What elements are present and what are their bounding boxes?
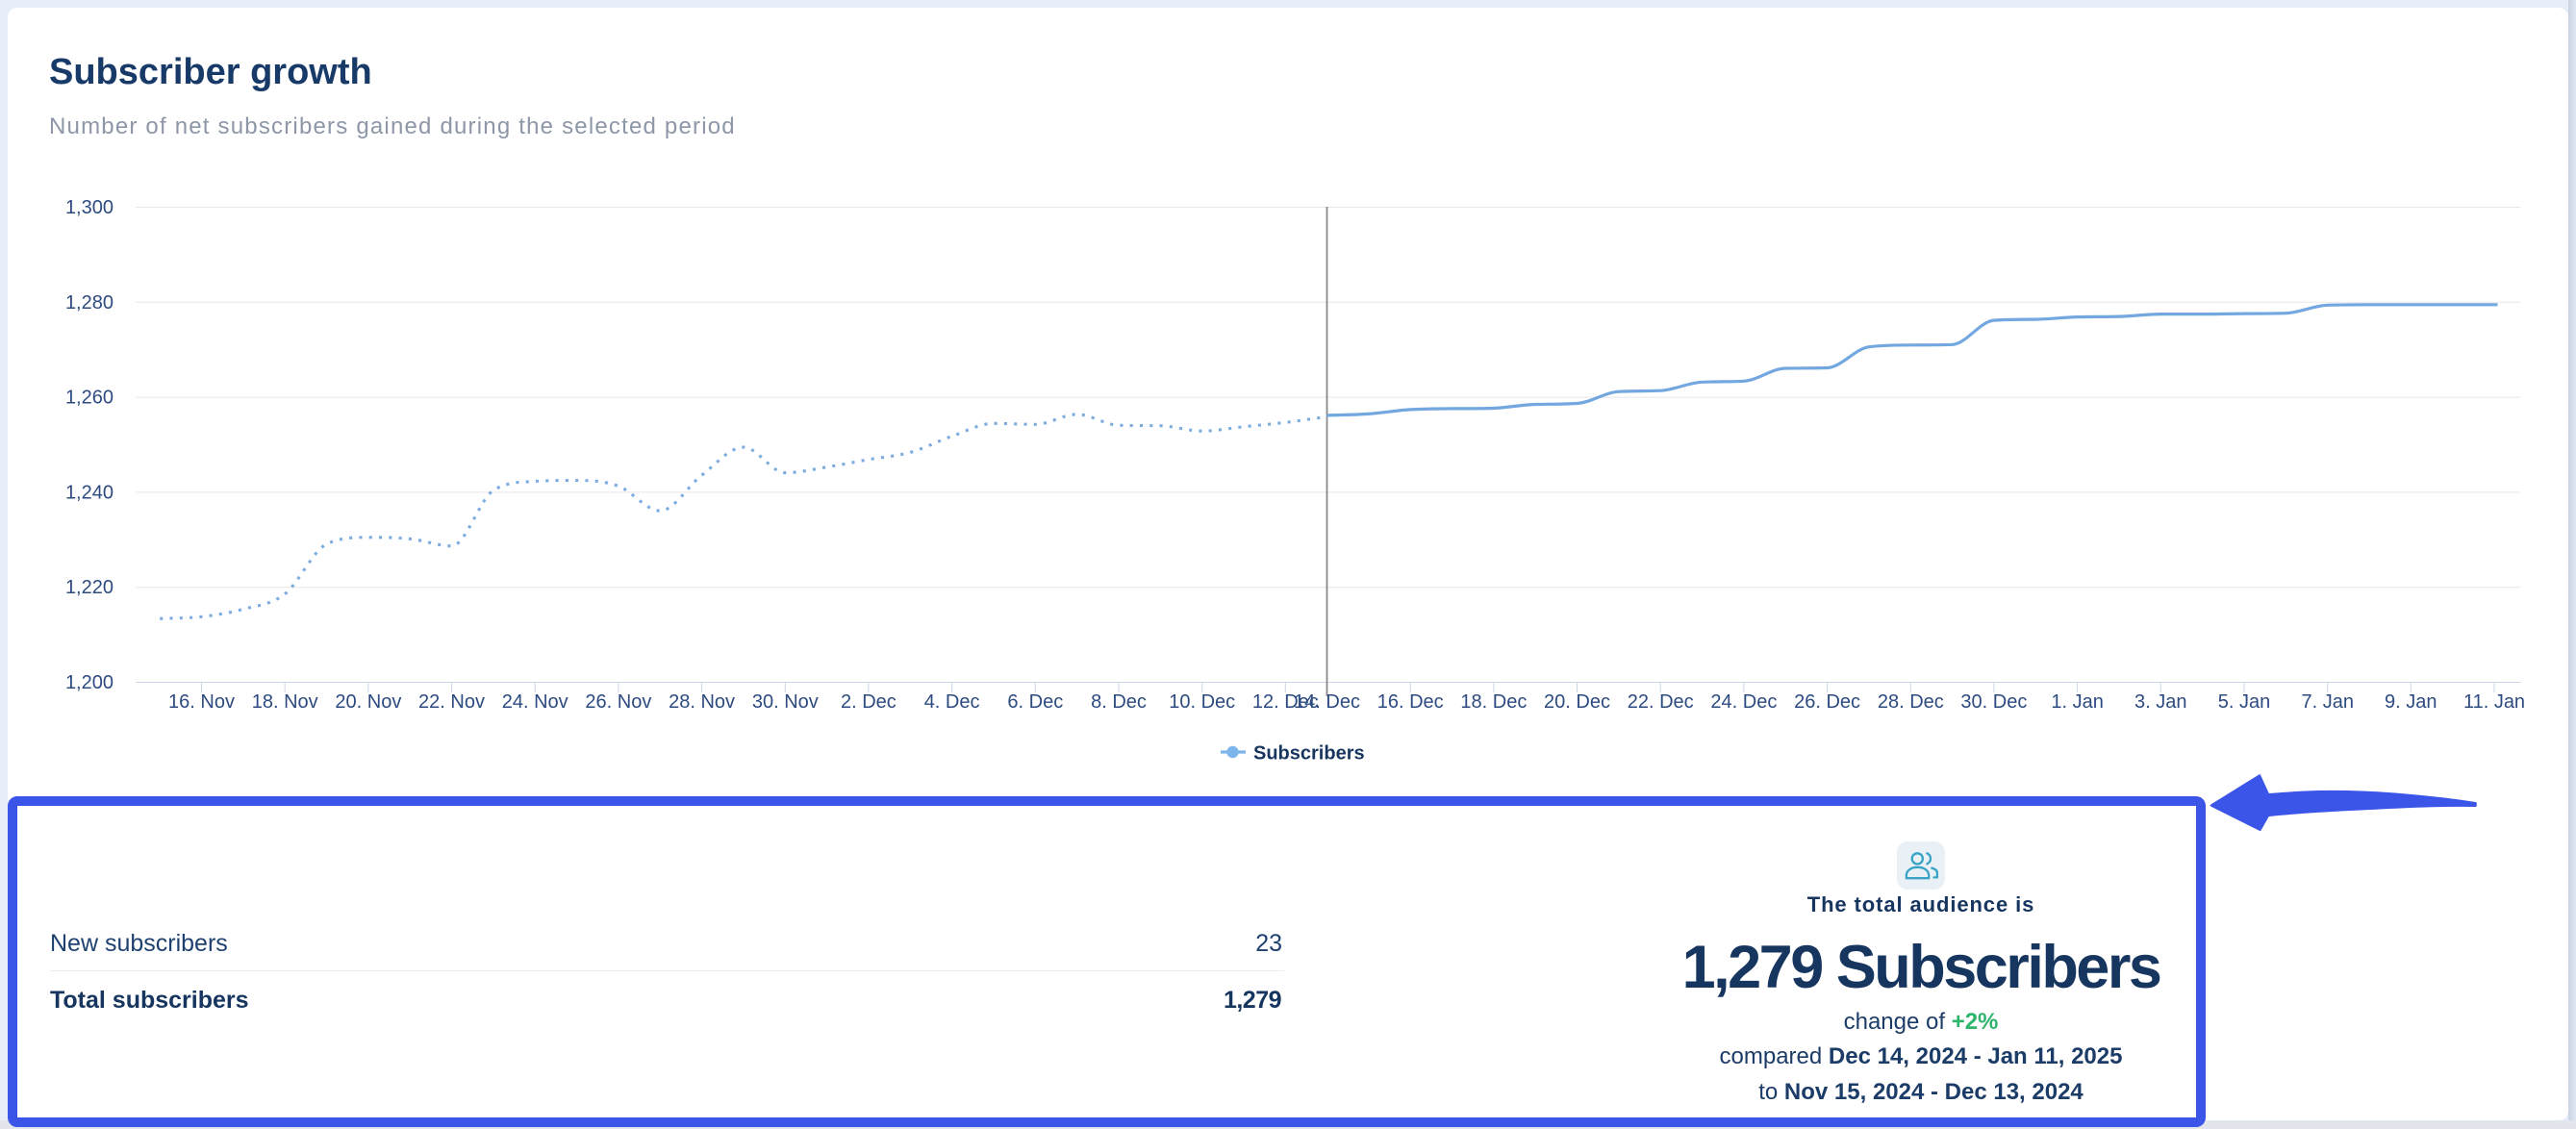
svg-text:9. Jan: 9. Jan <box>2385 691 2437 713</box>
svg-text:4. Dec: 4. Dec <box>924 691 980 713</box>
svg-text:22. Dec: 22. Dec <box>1628 691 1694 713</box>
svg-text:11. Jan: 11. Jan <box>2463 691 2525 713</box>
svg-text:30. Nov: 30. Nov <box>752 691 819 713</box>
svg-text:7. Jan: 7. Jan <box>2301 691 2353 713</box>
svg-text:1,260: 1,260 <box>65 388 114 409</box>
svg-text:24. Dec: 24. Dec <box>1710 691 1777 713</box>
svg-text:26. Dec: 26. Dec <box>1794 691 1860 713</box>
svg-text:18. Dec: 18. Dec <box>1460 691 1527 713</box>
svg-text:6. Dec: 6. Dec <box>1007 691 1063 713</box>
svg-text:1,220: 1,220 <box>65 577 114 598</box>
svg-text:1,300: 1,300 <box>65 197 114 218</box>
svg-text:16. Dec: 16. Dec <box>1377 691 1444 713</box>
svg-text:3. Jan: 3. Jan <box>2134 691 2186 713</box>
svg-text:20. Nov: 20. Nov <box>335 691 401 713</box>
svg-text:24. Nov: 24. Nov <box>502 691 568 713</box>
svg-text:2. Dec: 2. Dec <box>841 691 897 713</box>
svg-text:1,240: 1,240 <box>65 482 114 503</box>
svg-text:26. Nov: 26. Nov <box>585 691 651 713</box>
svg-text:28. Nov: 28. Nov <box>669 691 735 713</box>
svg-text:1,280: 1,280 <box>65 292 114 314</box>
svg-text:Subscribers: Subscribers <box>1253 743 1365 765</box>
svg-text:5. Jan: 5. Jan <box>2218 691 2270 713</box>
svg-text:12. Dec: 12. Dec <box>1252 691 1319 713</box>
svg-text:28. Dec: 28. Dec <box>1878 691 1944 713</box>
svg-text:14. Dec: 14. Dec <box>1294 691 1360 713</box>
svg-text:22. Nov: 22. Nov <box>418 691 485 713</box>
svg-text:8. Dec: 8. Dec <box>1091 691 1147 713</box>
svg-text:30. Dec: 30. Dec <box>1960 691 2027 713</box>
svg-text:1. Jan: 1. Jan <box>2051 691 2103 713</box>
svg-text:20. Dec: 20. Dec <box>1544 691 1610 713</box>
svg-text:1,200: 1,200 <box>65 672 114 693</box>
svg-text:18. Nov: 18. Nov <box>252 691 318 713</box>
svg-text:16. Nov: 16. Nov <box>168 691 235 713</box>
svg-text:10. Dec: 10. Dec <box>1169 691 1235 713</box>
